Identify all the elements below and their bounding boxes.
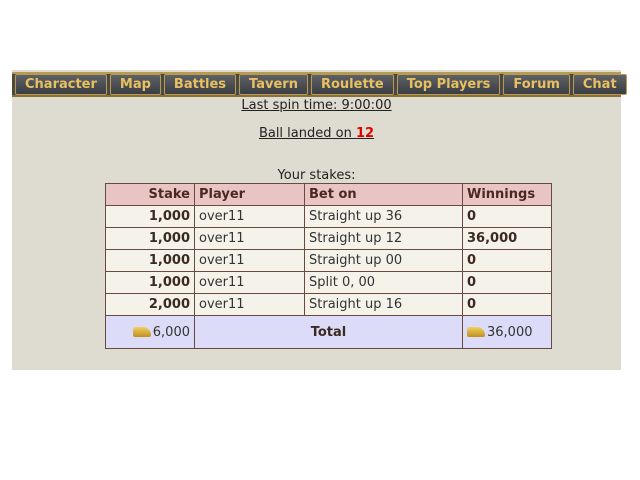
- cell-player: over11: [194, 293, 305, 316]
- tab-forum[interactable]: Forum: [503, 74, 570, 95]
- total-label: Total: [194, 315, 463, 349]
- tab-roulette[interactable]: Roulette: [310, 74, 394, 95]
- cell-bet-on: Straight up 00: [304, 249, 463, 272]
- cell-winnings: 0: [462, 271, 552, 294]
- cell-bet-on: Straight up 16: [304, 293, 463, 316]
- tab-map[interactable]: Map: [109, 74, 161, 95]
- tab-battles[interactable]: Battles: [163, 74, 237, 95]
- total-winnings-value: 36,000: [487, 324, 533, 340]
- cell-player: over11: [194, 271, 305, 294]
- tab-character[interactable]: Character: [15, 74, 107, 95]
- last-spin-link[interactable]: Last spin time: 9:00:00: [241, 98, 392, 113]
- cell-bet-on: Straight up 12: [304, 227, 463, 250]
- cell-player: over11: [194, 205, 305, 228]
- main-nav: Character Map Battles Tavern Roulette To…: [12, 72, 627, 97]
- cell-bet-on: Split 0, 00: [304, 271, 463, 294]
- table-row: 1,000 over11 Straight up 00 0: [105, 249, 552, 272]
- header-player: Player: [194, 183, 305, 206]
- tab-chat[interactable]: Chat: [572, 74, 627, 95]
- cell-stake: 1,000: [105, 205, 195, 228]
- total-winnings: 36,000: [462, 315, 552, 349]
- table-row: 2,000 over11 Straight up 16 0: [105, 293, 552, 316]
- header-winnings: Winnings: [462, 183, 552, 206]
- table-row: 1,000 over11 Straight up 36 0: [105, 205, 552, 228]
- cell-stake: 1,000: [105, 249, 195, 272]
- table-header: Stake Player Bet on Winnings: [105, 183, 552, 206]
- total-stake-value: 6,000: [152, 324, 190, 340]
- cell-player: over11: [194, 249, 305, 272]
- total-row: 6,000 Total 36,000: [105, 315, 552, 349]
- cell-bet-on: Straight up 36: [304, 205, 463, 228]
- table-row: 1,000 over11 Straight up 12 36,000: [105, 227, 552, 250]
- stakes-table: Stake Player Bet on Winnings 1,000 over11…: [105, 183, 552, 349]
- cell-winnings: 0: [462, 249, 552, 272]
- ball-landed-label: Ball landed on: [258, 126, 356, 141]
- cell-stake: 1,000: [105, 271, 195, 294]
- ball-landed-link[interactable]: Ball landed on 12: [259, 126, 374, 141]
- gold-coins-icon: [132, 327, 151, 337]
- tab-top-players[interactable]: Top Players: [396, 74, 501, 95]
- cell-winnings: 0: [462, 205, 552, 228]
- gold-coins-icon: [467, 327, 485, 337]
- cell-winnings: 0: [462, 293, 552, 316]
- cell-player: over11: [194, 227, 305, 250]
- ball-number: 12: [355, 126, 375, 141]
- stakes-label: Your stakes:: [277, 168, 356, 183]
- table-row: 1,000 over11 Split 0, 00 0: [105, 271, 552, 294]
- header-stake: Stake: [105, 183, 195, 206]
- header-bet-on: Bet on: [304, 183, 463, 206]
- total-stake: 6,000: [105, 315, 195, 349]
- cell-stake: 2,000: [105, 293, 195, 316]
- cell-winnings: 36,000: [462, 227, 552, 250]
- cell-stake: 1,000: [105, 227, 195, 250]
- tab-tavern[interactable]: Tavern: [239, 74, 308, 95]
